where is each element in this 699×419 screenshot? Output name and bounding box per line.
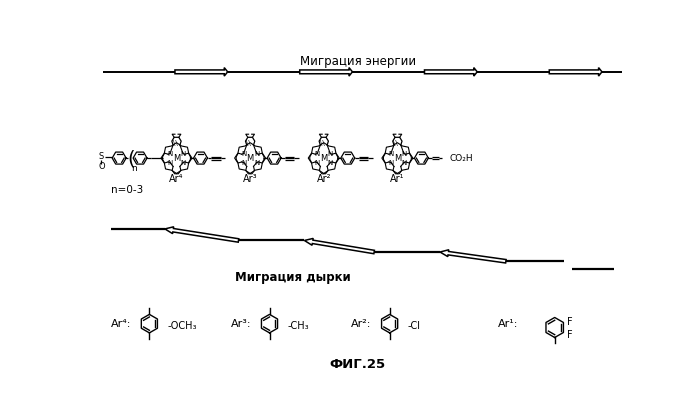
Text: N: N [167, 160, 173, 166]
Text: Ar¹: Ar¹ [390, 174, 405, 184]
Polygon shape [300, 67, 352, 76]
Text: Миграция дырки: Миграция дырки [235, 271, 351, 284]
Text: n: n [131, 164, 137, 173]
Polygon shape [424, 67, 477, 76]
Text: -CH₃: -CH₃ [287, 321, 309, 331]
Text: Ar²:: Ar²: [351, 318, 371, 328]
Text: N: N [254, 150, 259, 157]
Text: -OCH₃: -OCH₃ [167, 321, 196, 331]
Text: N: N [241, 160, 246, 166]
Text: Ar³:: Ar³: [231, 318, 251, 328]
Text: M: M [394, 154, 401, 163]
Text: Ar⁴: Ar⁴ [169, 174, 184, 184]
Polygon shape [165, 227, 239, 242]
Text: M: M [173, 154, 180, 163]
Text: N: N [401, 160, 407, 166]
Text: N: N [241, 150, 246, 157]
Text: N: N [328, 160, 333, 166]
Text: \\: \\ [246, 140, 251, 146]
Text: Ar¹:: Ar¹: [498, 318, 519, 328]
Polygon shape [440, 250, 506, 263]
Text: Ar²: Ar² [317, 174, 331, 184]
Polygon shape [175, 67, 228, 76]
Text: CO₂H: CO₂H [449, 154, 473, 163]
Text: Ar⁴:: Ar⁴: [110, 318, 131, 328]
Text: N: N [315, 160, 320, 166]
Text: -Cl: -Cl [408, 321, 421, 331]
Text: S: S [99, 152, 104, 161]
Text: F: F [567, 317, 572, 327]
Text: Миграция энергии: Миграция энергии [300, 54, 416, 67]
Text: \\: \\ [173, 140, 178, 146]
Text: N: N [254, 160, 259, 166]
Polygon shape [549, 67, 602, 76]
Text: N: N [401, 150, 407, 157]
Text: N: N [180, 150, 186, 157]
Text: M: M [247, 154, 254, 163]
Text: N: N [180, 160, 186, 166]
Text: N: N [167, 150, 173, 157]
Text: N: N [328, 150, 333, 157]
Text: n=0-3: n=0-3 [110, 186, 143, 195]
Text: F: F [567, 330, 572, 340]
Text: N: N [315, 150, 320, 157]
Text: O: O [98, 162, 105, 171]
Text: \\: \\ [320, 140, 324, 146]
Text: \\: \\ [394, 140, 398, 146]
Text: N: N [388, 160, 394, 166]
Text: (: ( [127, 149, 134, 168]
Text: N: N [388, 150, 394, 157]
Text: Ar³: Ar³ [243, 174, 257, 184]
Polygon shape [304, 238, 375, 254]
Text: M: M [320, 154, 327, 163]
Text: ФИГ.25: ФИГ.25 [330, 358, 386, 371]
